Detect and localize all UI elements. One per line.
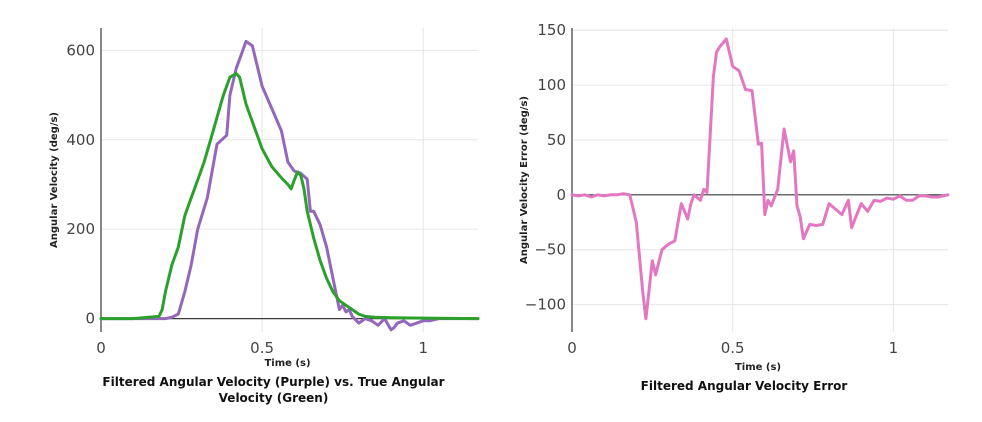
x-axis-label: Time (s)	[264, 358, 310, 369]
y-tick-label: 400	[66, 131, 95, 149]
y-tick-label: −100	[525, 296, 566, 314]
y-axis-label: Angular Velocity (deg/s)	[49, 112, 60, 248]
y-tick-label: 0	[85, 310, 95, 328]
series-line	[99, 72, 480, 321]
y-tick-label: 50	[547, 131, 566, 149]
y-tick-label: 150	[537, 21, 566, 39]
left-chart: 0 0.5 1 0 200 400 600 Time (s) Angular Velocity …	[49, 28, 480, 405]
x-tick-label: 1	[418, 339, 428, 357]
x-tick-label: 0.5	[250, 339, 274, 357]
x-tick-label: 1	[889, 339, 899, 357]
series-line	[570, 37, 950, 321]
right-chart: 0 0.5 1 −100 −50 0 50 100 150 Time (s) Angular Vel…	[519, 21, 950, 393]
x-tick-label: 0.5	[721, 339, 745, 357]
y-tick-label: −50	[534, 241, 566, 259]
x-axis-label: Time (s)	[735, 362, 781, 373]
series-line	[99, 39, 480, 332]
chart-title: Velocity (Green)	[219, 391, 329, 405]
x-tick-label: 0	[567, 339, 577, 357]
chart-title: Filtered Angular Velocity (Purple) vs. T…	[102, 375, 444, 389]
y-tick-label: 100	[537, 76, 566, 94]
y-tick-label: 0	[556, 186, 566, 204]
x-tick-label: 0	[96, 339, 106, 357]
y-tick-label: 600	[66, 41, 95, 59]
y-axis-label: Angular Velocity Error (deg/s)	[519, 96, 530, 264]
chart-title: Filtered Angular Velocity Error	[641, 379, 848, 393]
y-tick-label: 200	[66, 220, 95, 238]
